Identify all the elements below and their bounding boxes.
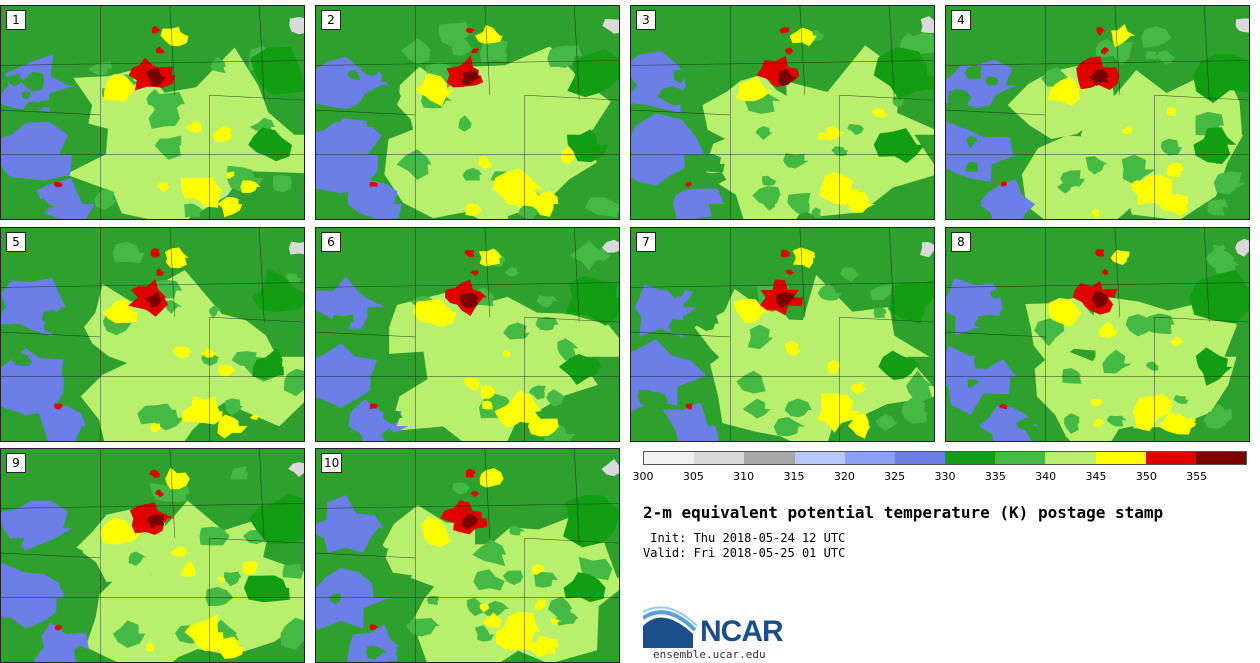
forecast-map <box>946 6 1249 219</box>
member-panel-6: 6 <box>315 227 620 442</box>
member-panel-8: 8 <box>945 227 1250 442</box>
colorbar-swatch <box>995 452 1046 464</box>
forecast-map <box>946 228 1249 441</box>
colorbar-tick-label: 320 <box>833 470 855 483</box>
colorbar-tick-label: 325 <box>884 470 906 483</box>
colorbar-swatch <box>1095 452 1146 464</box>
colorbar-tick-label: 300 <box>632 470 654 483</box>
chart-title: 2-m equivalent potential temperature (K)… <box>643 503 1164 522</box>
colorbar-tick-label: 310 <box>733 470 755 483</box>
colorbar-swatch <box>1145 452 1196 464</box>
forecast-map <box>1 449 304 662</box>
forecast-map <box>316 449 619 662</box>
colorbar-tick-label: 345 <box>1085 470 1107 483</box>
colorbar-swatch <box>894 452 946 464</box>
colorbar-swatch <box>945 452 996 464</box>
member-panel-4: 4 <box>945 5 1250 220</box>
init-time: Init: Thu 2018-05-24 12 UTC <box>643 531 846 545</box>
colorbar-swatch <box>844 452 895 464</box>
forecast-map <box>1 228 304 441</box>
valid-time: Valid: Fri 2018-05-25 01 UTC <box>643 546 846 560</box>
colorbar <box>643 451 1247 465</box>
colorbar-tick-labels: 300 305 310 315 320 325 330 335 340 345 350 355 <box>633 470 1247 484</box>
colorbar-tick-label: 330 <box>934 470 956 483</box>
colorbar-swatch <box>1045 452 1096 464</box>
ncar-logo-icon <box>643 606 698 648</box>
colorbar-tick-label: 350 <box>1135 470 1157 483</box>
forecast-map <box>631 6 934 219</box>
colorbar-swatch <box>794 452 845 464</box>
panel-number: 4 <box>951 10 971 30</box>
panel-number: 5 <box>6 232 26 252</box>
colorbar-tick-label: 305 <box>682 470 704 483</box>
panel-number: 7 <box>636 232 656 252</box>
member-panel-1: 1 <box>0 5 305 220</box>
forecast-map <box>316 228 619 441</box>
panel-number: 10 <box>321 453 343 473</box>
member-panel-7: 7 <box>630 227 935 442</box>
panel-number: 3 <box>636 10 656 30</box>
panel-number: 8 <box>951 232 971 252</box>
colorbar-tick-label: 335 <box>984 470 1006 483</box>
ncar-logo-text: NCAR <box>700 615 784 648</box>
colorbar-swatch <box>694 452 745 464</box>
forecast-map <box>1 6 304 219</box>
colorbar-tick-label: 355 <box>1186 470 1208 483</box>
panel-number: 1 <box>6 10 26 30</box>
panel-number: 9 <box>6 453 26 473</box>
colorbar-swatch <box>644 452 695 464</box>
panel-number: 2 <box>321 10 341 30</box>
member-panel-3: 3 <box>630 5 935 220</box>
colorbar-swatch <box>744 452 795 464</box>
colorbar-tick-label: 340 <box>1035 470 1057 483</box>
colorbar-swatch <box>1195 452 1247 464</box>
forecast-map <box>316 6 619 219</box>
forecast-map <box>631 228 934 441</box>
member-panel-5: 5 <box>0 227 305 442</box>
panel-number: 6 <box>321 232 341 252</box>
colorbar-tick-label: 315 <box>783 470 805 483</box>
member-panel-2: 2 <box>315 5 620 220</box>
member-panel-10: 10 <box>315 448 620 663</box>
member-panel-9: 9 <box>0 448 305 663</box>
site-url: ensemble.ucar.edu <box>653 648 766 661</box>
